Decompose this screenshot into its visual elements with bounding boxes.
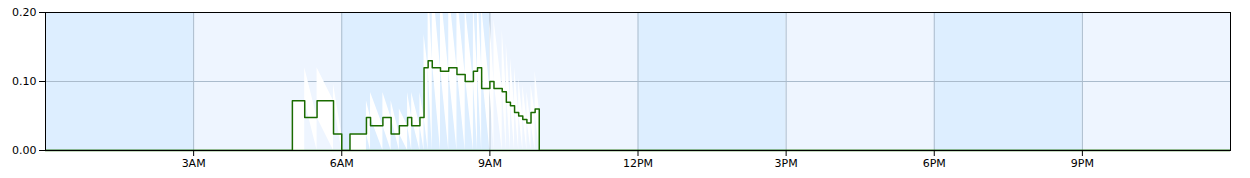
svg-text:6PM: 6PM	[923, 157, 946, 170]
svg-text:9PM: 9PM	[1071, 157, 1094, 170]
svg-text:0.20: 0.20	[12, 6, 37, 19]
svg-text:6AM: 6AM	[330, 157, 354, 170]
svg-text:12PM: 12PM	[623, 157, 653, 170]
svg-text:0.10: 0.10	[12, 75, 37, 88]
svg-text:9AM: 9AM	[478, 157, 502, 170]
svg-text:3AM: 3AM	[182, 157, 206, 170]
svg-text:3PM: 3PM	[775, 157, 798, 170]
svg-text:0.00: 0.00	[12, 144, 37, 157]
